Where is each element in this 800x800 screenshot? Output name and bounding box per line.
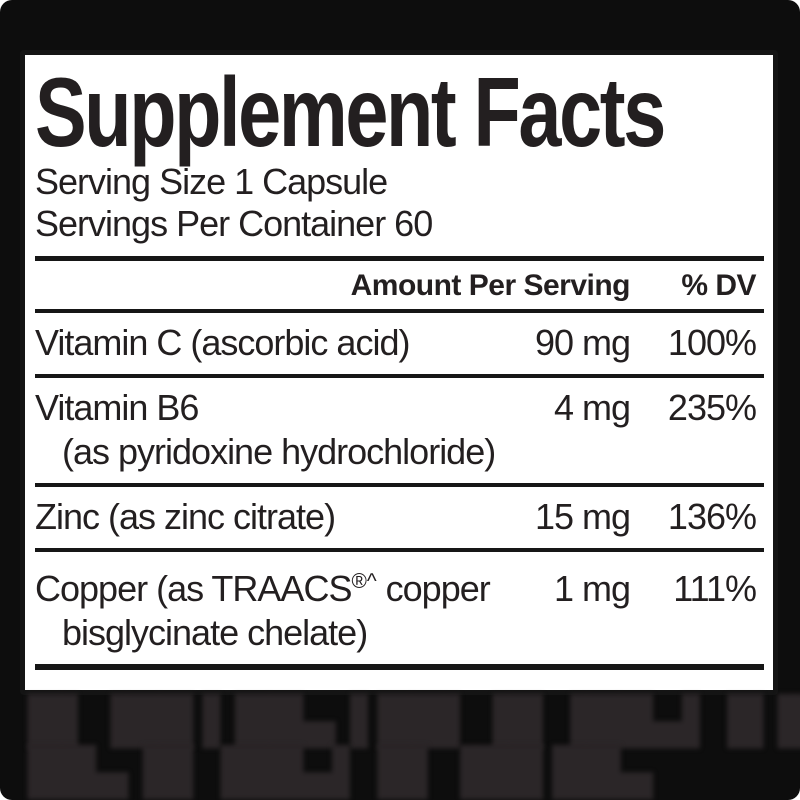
nutrient-row-line: Vitamin B6 4 mg 235% [35,386,764,430]
nutrient-daily-value: 235% [667,387,757,429]
nutrient-amount: 90 mg [534,322,631,364]
serving-size-line: Serving Size 1 Capsule [35,161,388,203]
nutrient-row-line: Zinc (as zinc citrate) 15 mg 136% [35,495,764,539]
nutrient-row: Copper (as TRAACS®^ copper 1 mg 111% bisgly… [35,552,764,664]
column-header-dv: % DV [681,269,756,303]
servings-per-container-line: Servings Per Container 60 [35,203,433,245]
nutrient-daily-value: 100% [667,322,757,364]
nutrient-name-continuation: bisglycinate chelate) [62,612,368,654]
nutrient-row: Zinc (as zinc citrate) 15 mg 136% [35,487,764,553]
trademark-superscript: ®^ [351,570,377,594]
nutrient-name: Vitamin C (ascorbic acid) [35,322,410,364]
nutrient-amount: 4 mg [553,387,631,429]
nutrient-row-line: Vitamin C (ascorbic acid) 90 mg 100% [35,321,764,365]
illegible-footer-line-2: ██▄▐█ ▐██▄▌ █▌▐██ ██▄ [28,745,653,799]
nutrient-amount: 15 mg [534,496,631,538]
nutrient-row: Vitamin C (ascorbic acid) 90 mg 100% [35,313,764,379]
illegible-footer-line-1: █▌▐██ ▌██▄▐ ██▌▐█ ▐██▄▌ █▐██▌ [28,694,800,748]
column-header-row: Amount Per Serving % DV [35,261,764,309]
panel-content: Supplement Facts Serving Size 1 Capsule … [25,55,773,690]
divider-thick-top [35,256,764,262]
panel-title: Supplement Facts [35,57,764,167]
nutrient-name: Copper (as TRAACS®^ copper [35,568,491,610]
nutrient-name-continuation: (as pyridoxine hydrochloride) [62,431,496,473]
divider-thick-bottom [35,664,764,670]
divider-medium [35,309,764,314]
column-header-amount: Amount Per Serving [350,269,631,303]
nutrient-rows: Vitamin C (ascorbic acid) 90 mg 100% Vitami… [35,313,764,664]
supplement-facts-panel: Supplement Facts Serving Size 1 Capsule … [20,50,778,695]
nutrient-daily-value: 136% [667,496,757,538]
nutrient-row: Vitamin B6 4 mg 235% (as pyridoxine hydroch… [35,378,764,488]
nutrient-amount: 1 mg [553,568,631,610]
nutrient-row-line: Copper (as TRAACS®^ copper 1 mg 111% [35,560,764,611]
panel-title-text: Supplement Facts [35,57,666,167]
nutrient-name: Zinc (as zinc citrate) [35,496,336,538]
nutrient-daily-value: 111% [673,568,757,610]
nutrient-name: Vitamin B6 [35,387,199,429]
